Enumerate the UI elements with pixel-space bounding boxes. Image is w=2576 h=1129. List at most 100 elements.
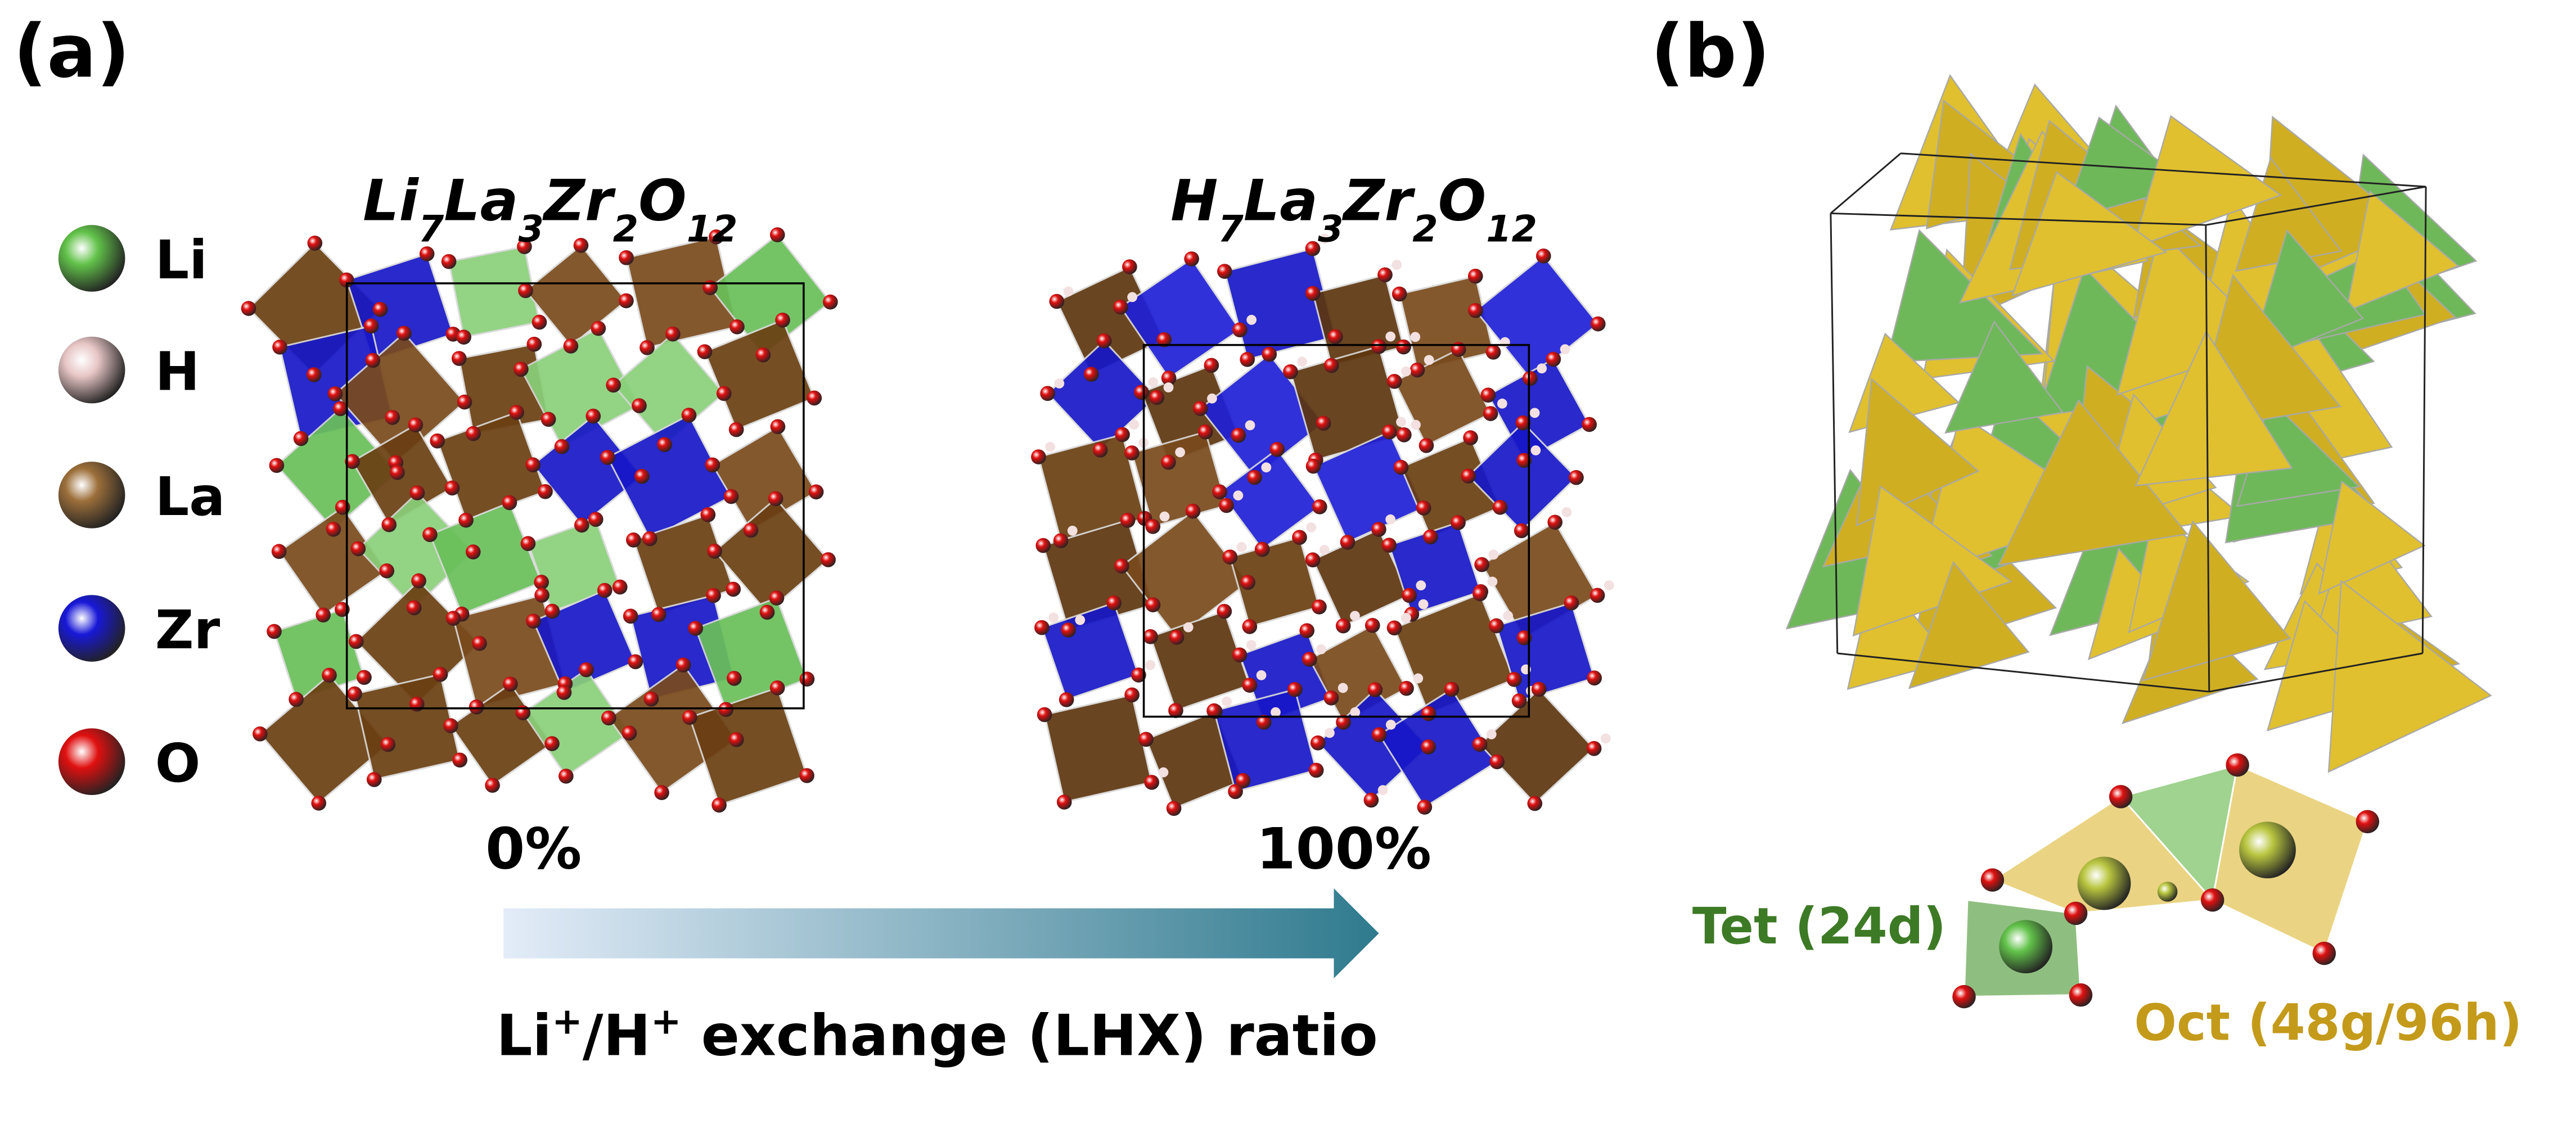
hydrogen-atom <box>1400 366 1411 377</box>
hydrogen-atom <box>1319 545 1330 555</box>
oxygen-atom <box>1124 445 1140 460</box>
cell-edge <box>2205 225 2210 692</box>
oxygen-atom <box>1114 558 1129 574</box>
oxygen-atom <box>1386 373 1402 389</box>
oxygen-atom <box>726 671 742 686</box>
element-symbol: H <box>1170 167 1218 233</box>
hydrogen-atom <box>1063 286 1074 297</box>
oxygen-atom <box>1483 406 1498 421</box>
oxygen-atom <box>1232 647 1248 663</box>
oxygen-atom <box>252 726 268 742</box>
oxygen-atom <box>574 517 589 533</box>
oxygen-atom <box>1166 801 1182 816</box>
oxygen-atom <box>586 408 601 424</box>
oxygen-atom <box>1037 707 1052 722</box>
oxygen-atom <box>2312 941 2336 965</box>
oxygen-atom <box>532 314 547 330</box>
hydrogen-atom <box>1396 417 1406 427</box>
hydrogen-atom <box>1561 507 1572 517</box>
oxygen-atom <box>452 752 467 768</box>
oxygen-atom <box>706 588 721 603</box>
element-count: 12 <box>1486 207 1537 250</box>
hydrogen-atom <box>1233 490 1244 501</box>
oxygen-atom <box>1363 792 1379 808</box>
oxygen-atom <box>723 489 739 504</box>
hydrogen-atom <box>1350 611 1360 621</box>
hydrogen-atom <box>1385 720 1396 730</box>
oxygen-atom <box>1242 619 1258 634</box>
oxygen-atom <box>563 338 579 354</box>
oxygen-atom <box>1262 346 1277 362</box>
oxygen-atom <box>1527 796 1543 811</box>
oxygen-atom <box>366 772 382 787</box>
oxygen-atom <box>1138 731 1154 747</box>
oxygen-atom <box>2226 753 2249 777</box>
oxygen-atom <box>272 339 287 355</box>
oxygen-atom <box>1402 588 1417 603</box>
oxygen-atom <box>1531 681 1547 697</box>
oxygen-atom <box>1371 522 1386 537</box>
oxygen-atom <box>1463 430 1478 445</box>
oxygen-atom <box>1474 557 1489 572</box>
cell-edge <box>2209 652 2423 693</box>
oxygen-atom <box>1416 500 1431 516</box>
oxygen-atom <box>409 696 425 712</box>
oxygen-atom <box>1092 442 1108 458</box>
hydrogen-atom <box>1236 542 1247 552</box>
polyhedron <box>1474 255 1600 380</box>
oxygen-atom <box>1287 681 1303 697</box>
site-polyhedron <box>1944 320 2064 434</box>
oxygen-atom <box>406 600 422 616</box>
oxygen-atom <box>365 353 381 368</box>
hydrogen-atom <box>1075 615 1086 625</box>
hydrogen-atom <box>1385 514 1396 525</box>
oxygen-atom <box>1511 693 1527 708</box>
site-label: Oct (48g/96h) <box>2134 993 2522 1052</box>
hydrogen-atom <box>1163 382 1174 392</box>
oxygen-atom <box>526 613 541 629</box>
hydrogen-atom <box>1246 640 1257 650</box>
oxygen-atom <box>335 499 350 515</box>
legend-label: O <box>155 733 201 794</box>
hydrogen-atom <box>1503 611 1514 621</box>
oxygen-atom <box>640 340 655 355</box>
oxygen-atom <box>657 437 672 453</box>
oxygen-atom <box>1421 739 1436 755</box>
oxygen-atom <box>1421 706 1436 721</box>
oxygen-atom <box>1299 623 1315 638</box>
oxygen-atom <box>1149 390 1165 405</box>
element-symbol: La <box>444 167 518 233</box>
hydrogen-atom <box>1350 707 1361 717</box>
oxygen-atom <box>1535 248 1551 264</box>
element-symbol: O <box>638 167 687 233</box>
oxygen-atom <box>1049 293 1065 309</box>
ratio-label: 0% <box>485 815 582 882</box>
oxygen-atom <box>1391 286 1407 302</box>
oxygen-atom <box>1467 268 1483 284</box>
formula: H7La3Zr2O12 <box>1170 167 1537 250</box>
hydrogen-atom <box>1385 331 1396 342</box>
hydrogen-atom <box>1400 613 1411 623</box>
oxygen-atom <box>1232 322 1248 338</box>
hydrogen-atom <box>1600 733 1611 744</box>
hydrogen-atom <box>1297 356 1308 367</box>
hydrogen-atom <box>1560 344 1570 355</box>
oxygen-atom <box>1059 692 1074 707</box>
oxygen-atom <box>419 246 435 261</box>
oxygen-atom <box>1240 575 1256 590</box>
site-polyhedron <box>2011 171 2168 297</box>
hydrogen-atom <box>1418 599 1429 609</box>
hydrogen-atom <box>1604 580 1614 590</box>
oxygen-atom <box>1364 617 1380 633</box>
oxygen-atom <box>1468 302 1483 318</box>
oxygen-atom <box>1206 703 1222 719</box>
oxygen-atom <box>441 254 457 269</box>
hydrogen-atom <box>1246 315 1257 325</box>
oxygen-atom <box>728 732 744 747</box>
oxygen-atom <box>2356 810 2380 834</box>
oxygen-atom <box>1489 618 1504 634</box>
hydrogen-atom <box>1222 696 1232 707</box>
label-text: /H <box>583 1002 651 1068</box>
oxygen-atom <box>472 635 487 651</box>
legend-sphere <box>58 336 125 404</box>
